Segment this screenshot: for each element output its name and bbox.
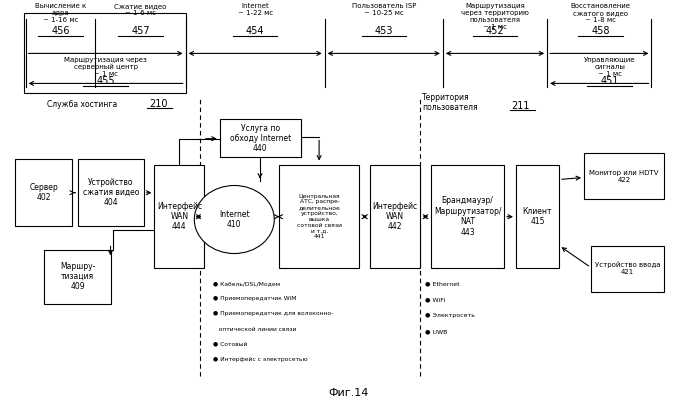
Text: Служба хостинга: Служба хостинга: [47, 100, 117, 109]
Text: Интерфейс
WAN
442: Интерфейс WAN 442: [372, 202, 417, 231]
FancyBboxPatch shape: [584, 154, 664, 199]
Text: Маршрутизация
через территорию
пользователя
~ 1 мс: Маршрутизация через территорию пользоват…: [461, 2, 529, 29]
Text: 457: 457: [131, 27, 150, 36]
Text: ● WiFi: ● WiFi: [426, 297, 445, 302]
Text: Фиг.14: Фиг.14: [329, 388, 369, 398]
Text: Монитор или HDTV
422: Монитор или HDTV 422: [589, 170, 659, 183]
Text: ● UWB: ● UWB: [426, 329, 448, 334]
FancyBboxPatch shape: [516, 166, 559, 268]
Text: 458: 458: [591, 27, 610, 36]
Text: Маршру-
тизация
409: Маршру- тизация 409: [60, 262, 95, 291]
FancyBboxPatch shape: [15, 160, 73, 226]
Text: ● Электросеть: ● Электросеть: [426, 313, 475, 318]
Ellipse shape: [194, 185, 274, 253]
FancyBboxPatch shape: [45, 249, 110, 303]
Text: Маршрутизация через
серверный центр
~ 1 мс: Маршрутизация через серверный центр ~ 1 …: [64, 56, 147, 77]
Text: 456: 456: [51, 27, 70, 36]
Text: оптической линии связи: оптической линии связи: [214, 327, 297, 332]
Text: 211: 211: [512, 101, 530, 111]
Text: Центральная
АТС, распре-
делительное
устройство,
вышка
сотовой связи
и т.д.
441: Центральная АТС, распре- делительное уст…: [297, 193, 342, 239]
Text: Вычисление к
адра
~ 1-16 мс: Вычисление к адра ~ 1-16 мс: [35, 2, 86, 23]
Text: ● Интерфейс с электросетью: ● Интерфейс с электросетью: [214, 357, 308, 362]
Text: Услуга по
обходу Internet
440: Услуга по обходу Internet 440: [230, 124, 291, 154]
Text: Устройство
сжатия видео
404: Устройство сжатия видео 404: [82, 178, 139, 208]
Text: 454: 454: [246, 27, 265, 36]
Text: ● Ethernet: ● Ethernet: [426, 281, 460, 286]
Text: 451: 451: [600, 77, 619, 86]
Text: 210: 210: [149, 99, 168, 109]
Text: ● Сотовый: ● Сотовый: [214, 342, 248, 347]
Text: ● Кабель/DSL/Модем: ● Кабель/DSL/Модем: [214, 281, 281, 286]
FancyBboxPatch shape: [220, 119, 301, 158]
Text: Пользователь ISP
~ 10-25 мс: Пользователь ISP ~ 10-25 мс: [352, 2, 416, 16]
Text: Управляющие
сигналы
~ 1 мс: Управляющие сигналы ~ 1 мс: [584, 56, 635, 77]
Text: Брандмауэр/
Маршрутизатор/
NAT
443: Брандмауэр/ Маршрутизатор/ NAT 443: [433, 196, 501, 237]
Text: Интерфейс
WAN
444: Интерфейс WAN 444: [157, 202, 202, 231]
FancyBboxPatch shape: [279, 166, 359, 268]
FancyBboxPatch shape: [154, 166, 205, 268]
Text: Клиент
415: Клиент 415: [523, 207, 552, 226]
FancyBboxPatch shape: [370, 166, 420, 268]
Text: Сервер
402: Сервер 402: [29, 183, 58, 202]
Text: 455: 455: [96, 77, 115, 86]
Text: Территория
пользователя: Территория пользователя: [422, 93, 477, 112]
Text: Internet
410: Internet 410: [219, 210, 250, 229]
Text: ● Приемопередатчик WiM: ● Приемопередатчик WiM: [214, 296, 297, 301]
Text: Восстановление
сжатого видео
~ 1-8 мс: Восстановление сжатого видео ~ 1-8 мс: [571, 2, 631, 23]
Text: 453: 453: [375, 27, 393, 36]
Text: ● Приемопередатчик для волоконно-: ● Приемопередатчик для волоконно-: [214, 312, 334, 316]
FancyBboxPatch shape: [591, 245, 664, 291]
Text: Сжатие видео
~ 1-6 мс: Сжатие видео ~ 1-6 мс: [114, 2, 167, 16]
Text: Internet
~ 1-22 мс: Internet ~ 1-22 мс: [237, 2, 273, 16]
FancyBboxPatch shape: [431, 166, 504, 268]
FancyBboxPatch shape: [78, 160, 144, 226]
Text: 452: 452: [486, 27, 505, 36]
Text: Устройство ввода
421: Устройство ввода 421: [595, 262, 660, 275]
